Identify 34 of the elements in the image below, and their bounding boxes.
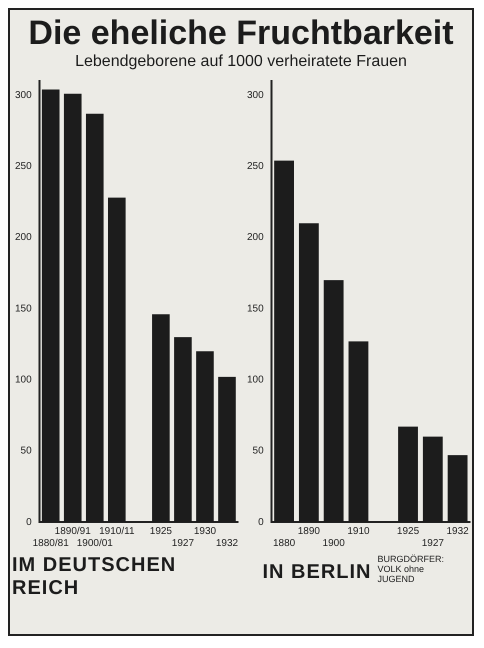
x-tick-label: 1910 xyxy=(347,526,370,537)
y-tick-label: 200 xyxy=(14,232,32,244)
x-tick-label: 1927 xyxy=(422,538,444,549)
y-tick-label: 0 xyxy=(258,516,264,528)
x-tick-label: 1900 xyxy=(322,538,346,549)
y-tick-label: 300 xyxy=(246,90,264,101)
chart-title: Die eheliche Fruchtbarkeit xyxy=(27,14,455,52)
y-tick-label: 100 xyxy=(14,374,32,386)
x-tick-label: 1900/01 xyxy=(76,538,114,549)
y-tick-label: 150 xyxy=(246,303,264,314)
y-tick-label: 50 xyxy=(252,446,264,457)
y-tick-label: 100 xyxy=(246,374,264,386)
x-tick-label: 1932 xyxy=(216,538,239,549)
y-tick-label: 0 xyxy=(26,516,32,528)
y-tick-label: 200 xyxy=(246,232,264,244)
x-tick-label: 1880/81 xyxy=(32,538,70,549)
y-tick-label: 150 xyxy=(14,303,32,314)
x-tick-label: 1925 xyxy=(150,526,172,537)
x-tick-label: 1925 xyxy=(396,526,420,537)
x-tick-label: 1932 xyxy=(446,526,470,537)
x-tick-label: 1930 xyxy=(194,526,217,537)
x-tick-label: 1910/11 xyxy=(99,526,135,537)
chart-subtitle: Lebendgeborene auf 1000 verheiratete Frauen xyxy=(74,52,408,72)
x-axis-title: IN BERLIN xyxy=(262,561,372,584)
x-tick-label: 1880 xyxy=(272,538,296,549)
y-tick-label: 250 xyxy=(14,161,32,172)
x-tick-label: 1890/91 xyxy=(54,526,92,537)
x-axis-title: IM DEUTSCHEN REICH xyxy=(12,554,178,600)
text: BURGDÖRFER: VOLK ohne JUGEND xyxy=(378,554,446,584)
y-tick-label: 50 xyxy=(20,446,32,457)
x-tick-label: 1890 xyxy=(298,526,320,537)
y-tick-label: 300 xyxy=(14,90,32,101)
x-tick-label: 1927 xyxy=(172,538,194,549)
y-tick-label: 250 xyxy=(246,161,264,172)
